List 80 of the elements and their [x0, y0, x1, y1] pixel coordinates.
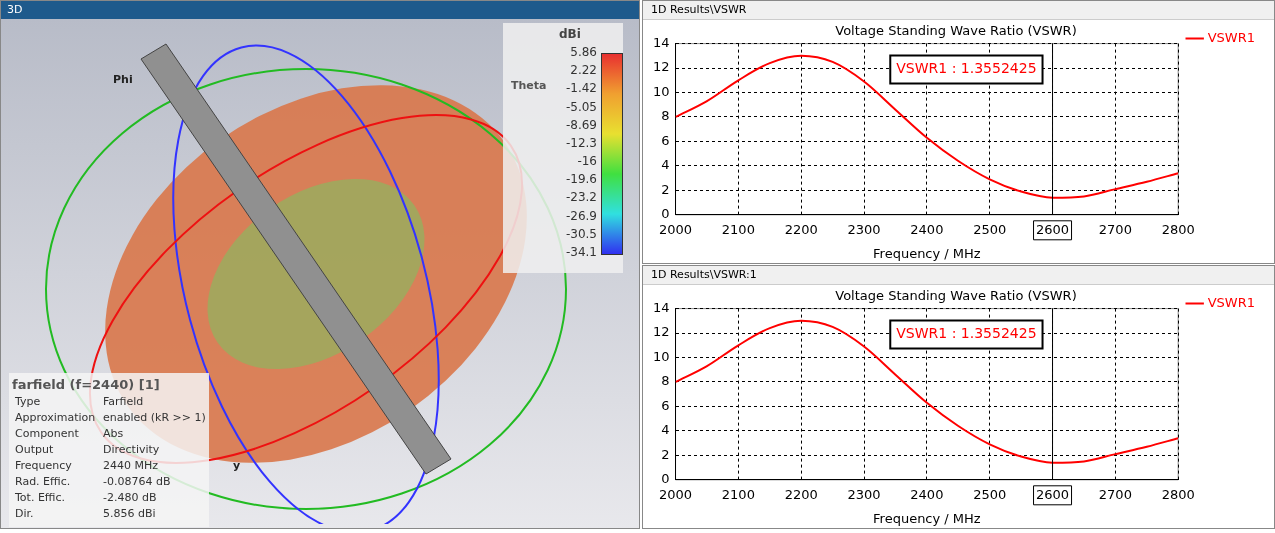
text: -12.3	[565, 135, 597, 150]
y-tick-label: 8	[661, 373, 670, 389]
text: Dir.	[14, 507, 35, 522]
text: -5.05	[565, 99, 597, 114]
chart-subtitle: 1D Results\VSWR:1	[643, 266, 1274, 285]
text: -1.42	[565, 81, 597, 96]
y-tick-label: 12	[653, 59, 670, 75]
text: Directivity	[103, 443, 160, 458]
x-tick-label: 2000	[659, 221, 693, 237]
y-tick-label: 14	[653, 34, 670, 50]
text: -19.6	[565, 172, 597, 187]
line-series	[675, 319, 1179, 464]
chart-subtitle: 1D Results\VSWR	[643, 1, 1274, 20]
x-tick-label: 2600	[1035, 486, 1070, 502]
text: Approximation	[14, 411, 97, 426]
legend-label: VSWR1	[1207, 294, 1256, 310]
x-tick-label: 2600	[1035, 221, 1070, 237]
x-tick-label: 2500	[973, 221, 1007, 237]
y-tick-label: 10	[653, 348, 670, 364]
text: -26.9	[565, 208, 597, 223]
text: 5.86	[570, 45, 597, 59]
x-tick-label: 2300	[847, 221, 881, 237]
text: Phi	[113, 73, 133, 86]
annotation: VSWR1 : 1.3552425	[896, 60, 1037, 77]
text: 2.22	[570, 63, 597, 78]
text: Tot. Effic.	[14, 491, 66, 506]
x-tick-label: 2100	[721, 221, 755, 237]
x-tick-label: 2800	[1161, 221, 1195, 237]
x-tick-label: 2700	[1098, 221, 1132, 237]
text: -34.1	[565, 245, 597, 259]
text: -23.2	[565, 190, 597, 205]
x-tick-label: 2700	[1098, 486, 1132, 502]
x-axis-title: Frequency / MHz	[873, 510, 981, 526]
line-series	[675, 54, 1179, 199]
text: -30.5	[565, 226, 597, 241]
y-tick-label: 12	[653, 324, 670, 340]
text: Theta	[511, 79, 547, 92]
text: Abs	[103, 427, 124, 442]
text: Farfield	[103, 395, 144, 410]
y-tick-label: 2	[661, 181, 670, 197]
x-tick-label: 2300	[847, 486, 881, 502]
text: 5.856 dBi	[103, 507, 156, 522]
y-tick-label: 0	[661, 206, 670, 222]
x-tick-label: 2200	[784, 486, 818, 502]
chart-title: Voltage Standing Wave Ratio (VSWR)	[835, 288, 1077, 304]
text: 2440 MHz	[103, 459, 159, 474]
y-tick-label: 6	[661, 397, 670, 413]
chart-title: Voltage Standing Wave Ratio (VSWR)	[835, 23, 1077, 39]
y-tick-label: 0	[661, 471, 670, 487]
x-tick-label: 2400	[910, 221, 944, 237]
x-tick-label: 2000	[659, 486, 693, 502]
x-tick-label: 2200	[784, 221, 818, 237]
text: -2.480 dB	[103, 491, 157, 506]
text: y	[233, 459, 241, 472]
text: Output	[14, 443, 55, 458]
text: 3D	[1, 1, 639, 19]
x-tick-label: 2500	[973, 486, 1007, 502]
x-tick-label: 2100	[721, 486, 755, 502]
x-tick-label: 2400	[910, 486, 944, 502]
y-tick-label: 14	[653, 299, 670, 315]
legend-label: VSWR1	[1207, 29, 1256, 45]
y-tick-label: 2	[661, 446, 670, 462]
text: -0.08764 dB	[103, 475, 171, 490]
text: Frequency	[14, 459, 73, 474]
text: -16	[577, 154, 597, 169]
y-tick-label: 4	[661, 157, 670, 173]
text: farfield (f=2440) [1]	[12, 377, 161, 392]
x-axis-title: Frequency / MHz	[873, 245, 981, 261]
y-tick-label: 8	[661, 108, 670, 124]
text: dBi	[559, 27, 581, 41]
annotation: VSWR1 : 1.3552425	[896, 325, 1037, 342]
y-tick-label: 10	[653, 83, 670, 99]
text: -8.69	[565, 117, 597, 132]
y-tick-label: 6	[661, 132, 670, 148]
text: Type	[14, 395, 42, 410]
text: Component	[14, 427, 80, 442]
y-tick-label: 4	[661, 422, 670, 438]
text: enabled (kR >> 1)	[103, 411, 206, 426]
text: Rad. Effic.	[14, 475, 72, 490]
x-tick-label: 2800	[1161, 486, 1195, 502]
